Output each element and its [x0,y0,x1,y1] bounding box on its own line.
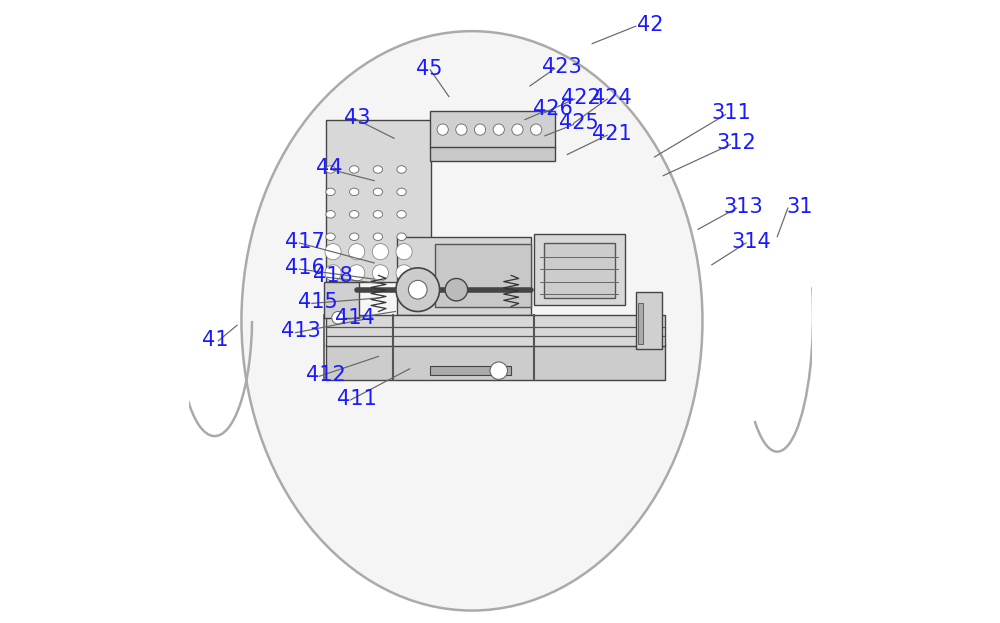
Circle shape [445,278,468,301]
Bar [534,234,625,305]
Text: 415: 415 [298,292,337,312]
Circle shape [349,265,365,281]
Text: 43: 43 [344,108,371,128]
Text: 417: 417 [285,232,325,252]
Bar [544,243,615,298]
Ellipse shape [326,188,335,196]
Bar [324,282,359,318]
Circle shape [332,312,344,324]
Ellipse shape [326,166,335,173]
Bar [326,315,665,346]
Text: 41: 41 [202,330,229,350]
Text: 414: 414 [335,308,375,328]
Text: 423: 423 [542,57,581,77]
Circle shape [474,124,486,135]
Circle shape [512,124,523,135]
Text: 42: 42 [637,15,664,35]
Bar [326,344,665,380]
Ellipse shape [326,233,335,240]
Ellipse shape [350,211,359,218]
Circle shape [396,265,412,281]
Ellipse shape [373,211,383,218]
Text: 424: 424 [592,88,632,108]
Ellipse shape [373,233,383,240]
Ellipse shape [350,233,359,240]
Ellipse shape [373,166,383,173]
Bar [636,292,662,349]
Bar [397,237,531,315]
Text: 422: 422 [561,88,601,108]
Text: 426: 426 [533,99,573,119]
Ellipse shape [397,233,406,240]
Text: 411: 411 [337,389,377,409]
Circle shape [408,280,427,299]
Text: 412: 412 [306,365,345,385]
Circle shape [372,244,388,260]
Bar [430,366,511,375]
Circle shape [490,362,507,379]
Bar [430,147,555,161]
Bar [430,111,555,148]
Text: 44: 44 [316,158,343,178]
Circle shape [396,268,440,312]
Circle shape [456,124,467,135]
Ellipse shape [397,188,406,196]
Ellipse shape [350,188,359,196]
Text: 416: 416 [285,258,325,278]
Circle shape [396,244,412,260]
Text: 425: 425 [559,113,599,133]
Ellipse shape [397,166,406,173]
Ellipse shape [373,188,383,196]
Text: 418: 418 [313,266,353,286]
Text: 314: 314 [732,232,772,252]
Text: 311: 311 [712,103,752,123]
Bar [326,120,431,282]
Text: 421: 421 [592,124,632,144]
Ellipse shape [326,211,335,218]
Bar [435,244,531,307]
Text: 413: 413 [281,321,320,341]
Text: 31: 31 [787,197,813,217]
Circle shape [325,265,341,281]
Text: 45: 45 [416,59,442,78]
Circle shape [349,244,365,260]
Circle shape [372,265,388,281]
Text: 313: 313 [723,197,763,217]
Ellipse shape [350,166,359,173]
Circle shape [437,124,448,135]
Bar [638,303,643,344]
Ellipse shape [397,211,406,218]
Circle shape [531,124,542,135]
Ellipse shape [241,31,702,611]
Text: 312: 312 [717,133,757,153]
Circle shape [493,124,504,135]
Circle shape [325,244,341,260]
